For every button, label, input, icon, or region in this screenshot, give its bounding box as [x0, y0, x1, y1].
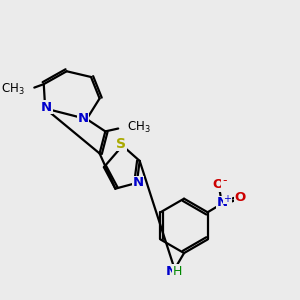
Text: O: O [212, 178, 223, 191]
Text: CH$_3$: CH$_3$ [2, 82, 25, 98]
Text: O: O [234, 191, 246, 205]
Text: N: N [78, 112, 89, 125]
Text: N: N [166, 265, 177, 278]
Text: N: N [133, 176, 144, 189]
Text: -: - [222, 174, 226, 187]
Text: S: S [116, 137, 126, 151]
Text: +: + [223, 194, 231, 203]
Text: N: N [217, 196, 228, 209]
Text: H: H [173, 265, 182, 278]
Text: CH$_3$: CH$_3$ [127, 119, 151, 135]
Text: N: N [41, 100, 52, 114]
